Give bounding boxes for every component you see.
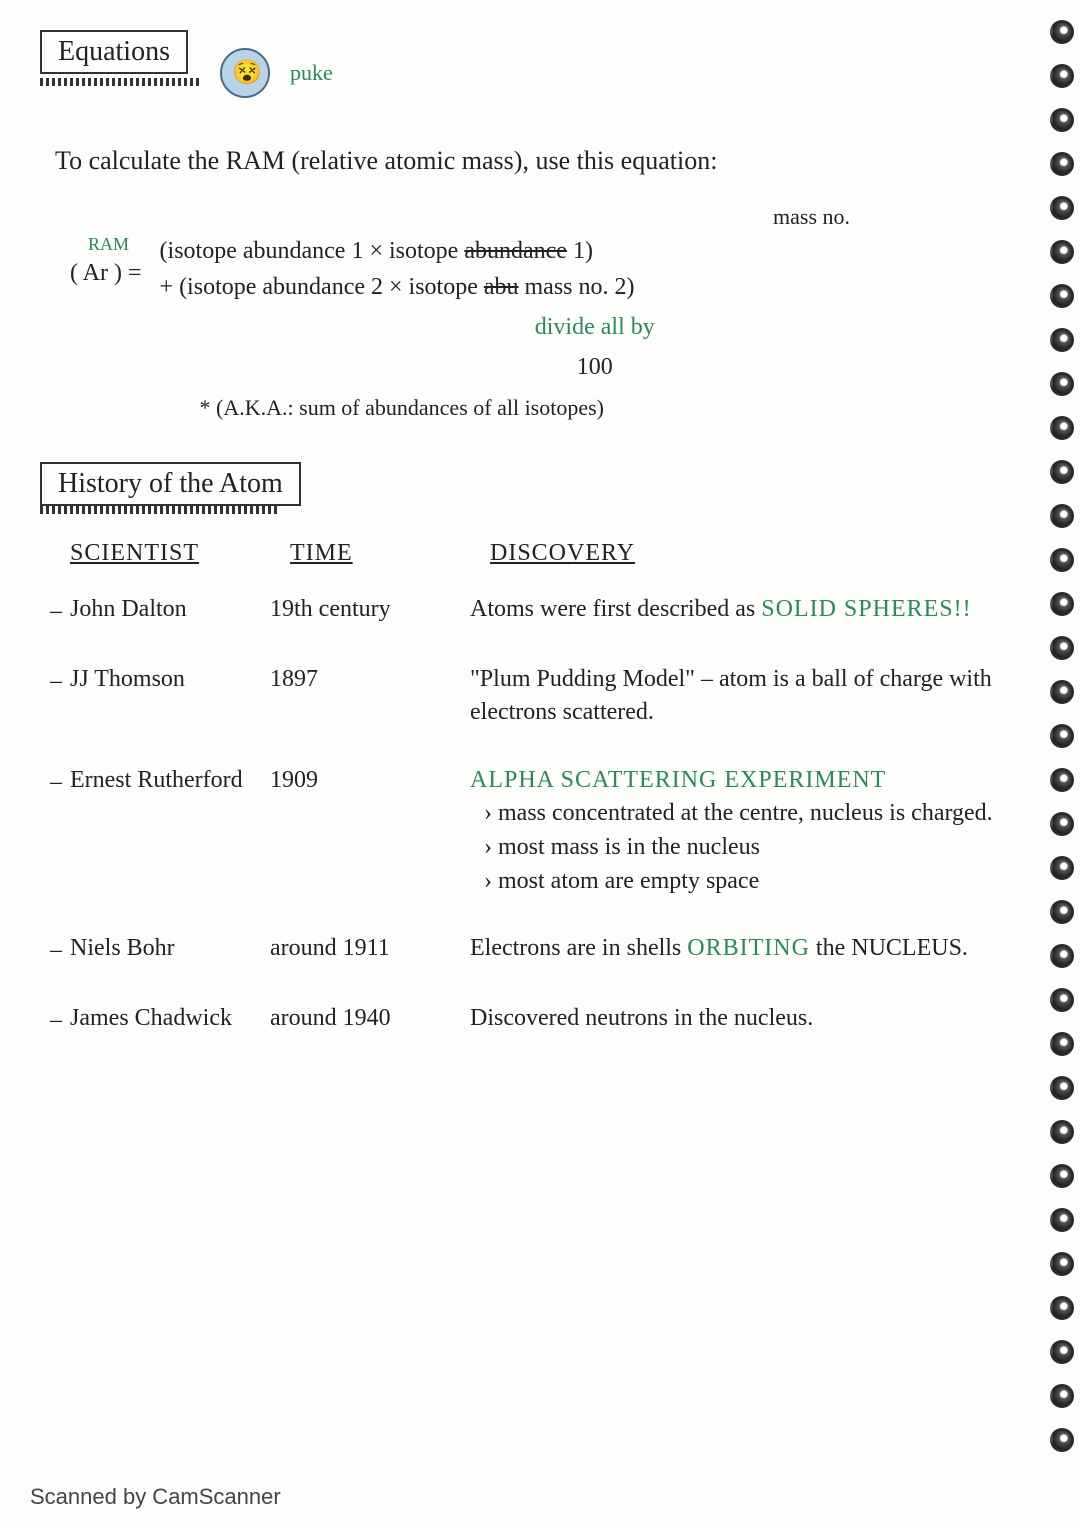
- binding-ring-icon: [1050, 856, 1074, 880]
- table-row: – JJ Thomson 1897 "Plum Pudding Model" –…: [40, 663, 1030, 730]
- aka-note: * (A.K.A.: sum of abundances of all isot…: [200, 391, 1030, 424]
- hundred-label: 100: [160, 349, 1030, 385]
- doodle-label: puke: [290, 60, 333, 86]
- binding-ring-icon: [1050, 724, 1074, 748]
- scientist-name: Ernest Rutherford: [70, 764, 270, 798]
- binding-ring-icon: [1050, 812, 1074, 836]
- binding-ring-icon: [1050, 108, 1074, 132]
- discovery-cell: ALPHA SCATTERING EXPERIMENT › mass conce…: [470, 764, 1030, 898]
- binding-ring-icon: [1050, 328, 1074, 352]
- table-row: – John Dalton 19th century Atoms were fi…: [40, 593, 1030, 629]
- divide-label: divide all by: [160, 309, 1030, 345]
- binding-ring-icon: [1050, 592, 1074, 616]
- binding-ring-icon: [1050, 372, 1074, 396]
- binding-ring-icon: [1050, 1340, 1074, 1364]
- binding-ring-icon: [1050, 1252, 1074, 1276]
- binding-ring-icon: [1050, 1428, 1074, 1452]
- binding-ring-icon: [1050, 20, 1074, 44]
- eq-line1a: (isotope abundance 1 × isotope: [160, 238, 465, 264]
- header-discovery: DISCOVERY: [490, 540, 1030, 567]
- binding-ring-icon: [1050, 1384, 1074, 1408]
- section-underline: [40, 506, 280, 514]
- discovery-cell: Electrons are in shells ORBITING the NUC…: [470, 932, 1030, 966]
- time-cell: 1909: [270, 764, 470, 798]
- table-row: – Ernest Rutherford 1909 ALPHA SCATTERIN…: [40, 764, 1030, 898]
- binding-ring-icon: [1050, 900, 1074, 924]
- bullet-dash: –: [50, 932, 70, 968]
- puke-doodle-icon: [220, 48, 270, 98]
- binding-ring-icon: [1050, 152, 1074, 176]
- ar-label: RAM ( Ar ) =: [70, 233, 142, 291]
- scientist-name: Niels Bohr: [70, 932, 270, 966]
- binding-ring-icon: [1050, 196, 1074, 220]
- binding-ring-icon: [1050, 416, 1074, 440]
- binding-ring-icon: [1050, 944, 1074, 968]
- eq-strike1: abundance: [464, 238, 567, 264]
- scientist-name: James Chadwick: [70, 1002, 270, 1036]
- bullet-dash: –: [50, 663, 70, 699]
- bullet-dash: –: [50, 593, 70, 629]
- table-row: – Niels Bohr around 1911 Electrons are i…: [40, 932, 1030, 968]
- time-cell: around 1940: [270, 1002, 470, 1036]
- table-headers: SCIENTIST TIME DISCOVERY: [40, 540, 1030, 567]
- time-cell: around 1911: [270, 932, 470, 966]
- bullet-dash: –: [50, 1002, 70, 1038]
- title-box: Equations: [40, 30, 188, 74]
- mass-no-annotation: mass no.: [70, 200, 1030, 233]
- discovery-cell: Discovered neutrons in the nucleus.: [470, 1002, 1030, 1036]
- binding-ring-icon: [1050, 240, 1074, 264]
- ar-symbol: ( Ar ) =: [70, 260, 142, 286]
- binding-ring-icon: [1050, 504, 1074, 528]
- binding-ring-icon: [1050, 284, 1074, 308]
- eq-line2b: mass no. 2): [519, 274, 635, 300]
- binding-ring-icon: [1050, 1208, 1074, 1232]
- bullet-dash: –: [50, 764, 70, 800]
- time-cell: 19th century: [270, 593, 470, 627]
- binding-ring-icon: [1050, 1032, 1074, 1056]
- binding-ring-icon: [1050, 1120, 1074, 1144]
- binding-ring-icon: [1050, 768, 1074, 792]
- binding-ring-icon: [1050, 680, 1074, 704]
- binding-ring-icon: [1050, 64, 1074, 88]
- page-header: Equations puke: [40, 30, 1030, 116]
- intro-paragraph: To calculate the RAM (relative atomic ma…: [55, 141, 1030, 180]
- scientist-name: John Dalton: [70, 593, 270, 627]
- section-title-box: History of the Atom: [40, 462, 301, 506]
- spiral-binding: [1050, 0, 1080, 1528]
- binding-ring-icon: [1050, 1296, 1074, 1320]
- scan-watermark: Scanned by CamScanner: [30, 1484, 281, 1510]
- binding-ring-icon: [1050, 1076, 1074, 1100]
- ram-tag: RAM: [88, 231, 129, 258]
- eq-line1b: 1): [567, 238, 593, 264]
- header-time: TIME: [290, 540, 490, 567]
- binding-ring-icon: [1050, 460, 1074, 484]
- discovery-cell: Atoms were first described as SOLID SPHE…: [470, 593, 1030, 627]
- binding-ring-icon: [1050, 636, 1074, 660]
- section-title: History of the Atom: [58, 468, 283, 499]
- title-underline: [40, 78, 200, 86]
- time-cell: 1897: [270, 663, 470, 697]
- binding-ring-icon: [1050, 548, 1074, 572]
- scientist-name: JJ Thomson: [70, 663, 270, 697]
- binding-ring-icon: [1050, 988, 1074, 1012]
- table-row: – James Chadwick around 1940 Discovered …: [40, 1002, 1030, 1038]
- eq-line2a: + (isotope abundance 2 × isotope: [160, 274, 484, 300]
- equation-block: mass no. RAM ( Ar ) = (isotope abundance…: [70, 200, 1030, 424]
- discovery-cell: "Plum Pudding Model" – atom is a ball of…: [470, 663, 1030, 730]
- header-scientist: SCIENTIST: [70, 540, 290, 567]
- binding-ring-icon: [1050, 1164, 1074, 1188]
- eq-strike2: abu: [484, 274, 519, 300]
- title-text: Equations: [58, 36, 170, 67]
